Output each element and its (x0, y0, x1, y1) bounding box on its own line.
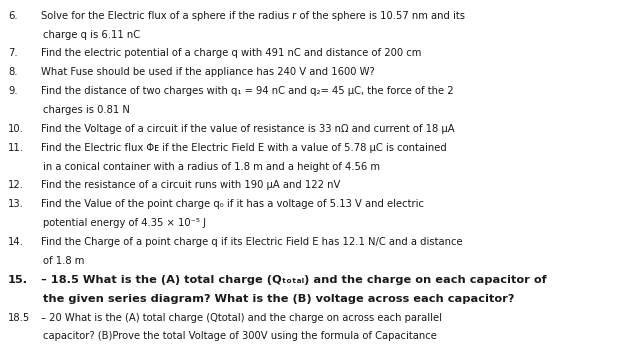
Text: 11.: 11. (8, 143, 24, 153)
Text: Find the electric potential of a charge q with 491 nC and distance of 200 cm: Find the electric potential of a charge … (41, 48, 421, 58)
Text: 9.: 9. (8, 86, 18, 96)
Text: 6.: 6. (8, 11, 18, 21)
Text: 7.: 7. (8, 48, 18, 58)
Text: 10.: 10. (8, 124, 24, 134)
Text: charge q is 6.11 nC: charge q is 6.11 nC (43, 30, 140, 40)
Text: 8.: 8. (8, 67, 18, 77)
Text: in a conical container with a radius of 1.8 m and a height of 4.56 m: in a conical container with a radius of … (43, 162, 379, 172)
Text: 13.: 13. (8, 199, 24, 209)
Text: Find the distance of two charges with q₁ = 94 nC and q₂= 45 μC, the force of the: Find the distance of two charges with q₁… (41, 86, 453, 96)
Text: Find the Electric flux Φᴇ if the Electric Field E with a value of 5.78 μC is con: Find the Electric flux Φᴇ if the Electri… (41, 143, 446, 153)
Text: Solve for the Electric flux of a sphere if the radius r of the sphere is 10.57 n: Solve for the Electric flux of a sphere … (41, 11, 464, 21)
Text: – 18.5 What is the (A) total charge (Qₜₒₜₐₗ) and the charge on each capacitor of: – 18.5 What is the (A) total charge (Qₜₒ… (41, 275, 546, 285)
Text: charges is 0.81 N: charges is 0.81 N (43, 105, 130, 115)
Text: What Fuse should be used if the appliance has 240 V and 1600 W?: What Fuse should be used if the applianc… (41, 67, 374, 77)
Text: of 1.8 m: of 1.8 m (43, 256, 84, 266)
Text: Find the Charge of a point charge q if its Electric Field E has 12.1 N/C and a d: Find the Charge of a point charge q if i… (41, 237, 463, 247)
Text: 12.: 12. (8, 180, 24, 190)
Text: 18.5: 18.5 (8, 313, 31, 323)
Text: Find the resistance of a circuit runs with 190 μA and 122 nV: Find the resistance of a circuit runs wi… (41, 180, 340, 190)
Text: – 20 What is the (A) total charge (Qtotal) and the charge on across each paralle: – 20 What is the (A) total charge (Qtota… (41, 313, 442, 323)
Text: capacitor? (B)Prove the total Voltage of 300V using the formula of Capacitance: capacitor? (B)Prove the total Voltage of… (43, 331, 436, 341)
Text: the given series diagram? What is the (B) voltage across each capacitor?: the given series diagram? What is the (B… (43, 294, 514, 304)
Text: 15.: 15. (8, 275, 28, 285)
Text: 14.: 14. (8, 237, 24, 247)
Text: Find the Voltage of a circuit if the value of resistance is 33 nΩ and current of: Find the Voltage of a circuit if the val… (41, 124, 454, 134)
Text: potential energy of 4.35 × 10⁻⁵ J: potential energy of 4.35 × 10⁻⁵ J (43, 218, 205, 228)
Text: Find the Value of the point charge q₀ if it has a voltage of 5.13 V and electric: Find the Value of the point charge q₀ if… (41, 199, 424, 209)
